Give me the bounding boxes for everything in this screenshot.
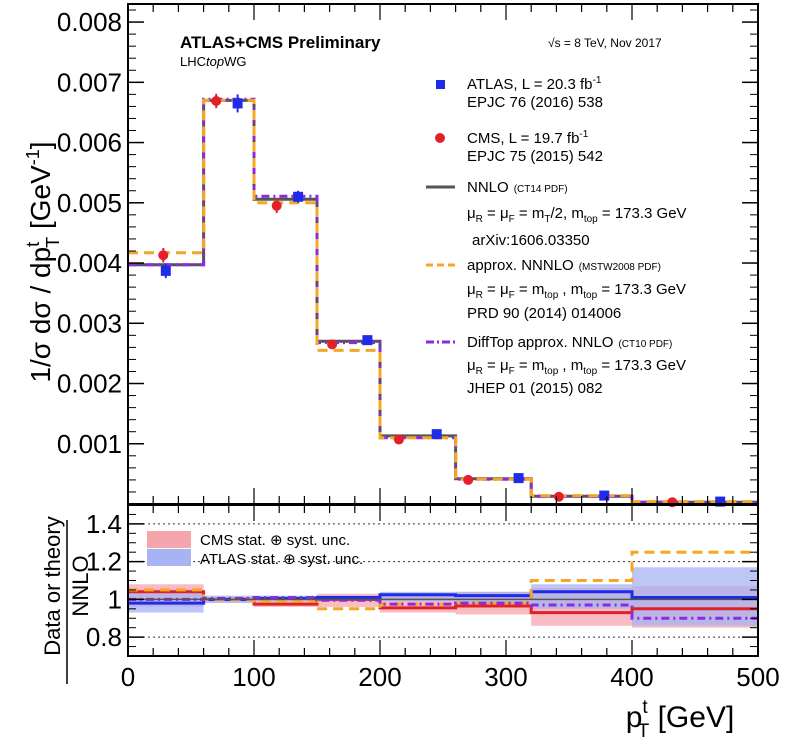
cms-data-point [327, 339, 338, 350]
ratio-y-tick-label: 1 [108, 584, 122, 614]
cms-data-point [158, 250, 169, 261]
legend-atlas-label: ATLAS, L = 20.3 fb-1 [467, 75, 602, 93]
atlas-data-point [362, 335, 373, 346]
atlas-data-point [599, 490, 610, 501]
legend-atlas-ref: EPJC 76 (2016) 538 [467, 94, 603, 111]
ratio-y-title-top: Data or theory [40, 516, 65, 655]
cms-data-point [271, 200, 282, 211]
legend-entry-nnlo: NNLO (CT14 PDF) μR = μF = mT/2, mtop = 17… [426, 179, 687, 249]
ratio-y-axis-title: Data or theory NNLO [40, 516, 93, 684]
ratio-y-title-bottom: NNLO [68, 555, 93, 616]
legend-nnlo-label: NNLO (CT14 PDF) [467, 179, 568, 196]
x-axis-title: pt T [GeV] [626, 697, 735, 742]
main-data-points [158, 93, 726, 508]
main-step-approx-nnnlo [128, 98, 758, 504]
main-y-tick-label: 0.002 [57, 369, 122, 399]
legend-nnlo-scale: μR = μF = mT/2, mtop = 173.3 GeV [467, 205, 687, 225]
main-y-tick-label: 0.003 [57, 308, 122, 338]
x-tick-label: 0 [121, 662, 135, 692]
main-y-tick-label: 0.008 [57, 7, 122, 37]
ratio-band-atlas [531, 584, 632, 609]
main-y-axis-ticks: 0.001 0.002 0.003 0.004 0.005 0.006 0.007 0.008 [57, 4, 759, 504]
legend-nnlo-ref: arXiv:1606.03350 [472, 232, 590, 249]
atlas-data-point [431, 429, 442, 440]
legend-cms-ref: EPJC 75 (2015) 542 [467, 148, 603, 165]
main-y-tick-label: 0.006 [57, 128, 122, 158]
legend-difftop-scale: μR = μF = mtop , mtop = 173.3 GeV [467, 357, 686, 377]
cms-data-point [211, 95, 222, 106]
x-tick-label: 500 [736, 662, 779, 692]
x-tick-label: 300 [484, 662, 527, 692]
atlas-data-point [232, 98, 243, 109]
ratio-series-steps [128, 550, 758, 620]
main-y-tick-label: 0.007 [57, 67, 122, 97]
ratio-band-atlas [380, 591, 456, 602]
legend-band-atlas-label: ATLAS stat. ⊕ syst. unc. [200, 551, 363, 568]
legend-entry-approx-nnnlo: approx. NNNLO (MSTW2008 PDF) μR = μF = mt… [426, 257, 686, 322]
ratio-step-approx-nnnlo [128, 550, 758, 611]
x-tick-label: 100 [232, 662, 275, 692]
ratio-y-tick-label: 1.4 [86, 509, 122, 539]
energy-label: √s = 8 TeV, Nov 2017 [548, 36, 662, 50]
legend-approx-nnnlo-scale: μR = μF = mtop , mtop = 173.3 GeV [467, 281, 686, 301]
legend-entry-atlas: ATLAS, L = 20.3 fb-1 EPJC 76 (2016) 538 [436, 75, 603, 111]
ratio-y-tick-label: 1.2 [86, 547, 122, 577]
legend-marker-cms [435, 133, 445, 143]
group-label: LHCtopWG [180, 54, 246, 69]
legend-cms-label: CMS, L = 19.7 fb-1 [467, 129, 589, 147]
legend-band-cms [147, 531, 191, 548]
atlas-data-point [513, 473, 524, 484]
legend-entry-cms: CMS, L = 19.7 fb-1 EPJC 75 (2015) 542 [435, 129, 603, 165]
atlas-data-point [293, 191, 304, 202]
cms-data-point [553, 491, 564, 502]
ratio-axis-ticks: 0.8 1 1.2 1.4 0 100 200 300 400 500 [86, 505, 780, 692]
main-y-tick-label: 0.004 [57, 248, 122, 278]
atlas-data-point [160, 265, 171, 276]
legend-entry-difftop: DiffTop approx. NNLO (CT10 PDF) μR = μF =… [426, 334, 686, 397]
main-y-axis-title: 1/σ dσ / dptT [GeV-1] [23, 141, 63, 382]
legend-band-atlas [147, 549, 191, 566]
atlas-data-point [715, 496, 726, 507]
ratio-step-difftop-approx-nnlo [128, 596, 758, 620]
main-y-tick-label: 0.005 [57, 188, 122, 218]
legend-approx-nnnlo-label: approx. NNNLO (MSTW2008 PDF) [467, 257, 661, 274]
main-legend: ATLAS, L = 20.3 fb-1 EPJC 76 (2016) 538 … [426, 75, 687, 397]
ratio-y-tick-label: 0.8 [86, 622, 122, 652]
ratio-panel: 0.8 1 1.2 1.4 0 100 200 300 400 500 CMS stat. ⊕ s… [40, 504, 780, 742]
x-tick-label: 400 [610, 662, 653, 692]
ratio-reference-lines [128, 523, 758, 638]
legend-approx-nnnlo-ref: PRD 90 (2014) 014006 [467, 305, 621, 322]
cms-data-point [393, 434, 404, 445]
legend-marker-atlas [436, 80, 445, 89]
x-tick-label: 200 [358, 662, 401, 692]
legend-band-cms-label: CMS stat. ⊕ syst. unc. [200, 532, 350, 549]
legend-difftop-label: DiffTop approx. NNLO (CT10 PDF) [467, 334, 672, 351]
legend-difftop-ref: JHEP 01 (2015) 082 [467, 380, 603, 397]
main-y-tick-label: 0.001 [57, 429, 122, 459]
cms-data-point [463, 474, 474, 485]
experiment-label: ATLAS+CMS Preliminary [180, 33, 381, 52]
ratio-legend: CMS stat. ⊕ syst. unc. ATLAS stat. ⊕ sys… [147, 531, 363, 568]
